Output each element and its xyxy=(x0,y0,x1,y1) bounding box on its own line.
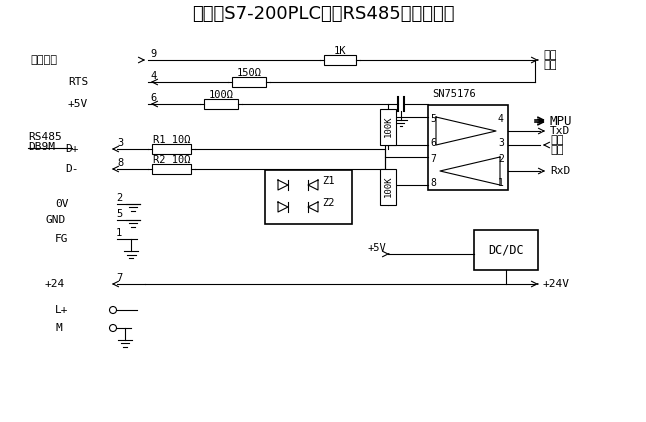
Text: M: M xyxy=(55,323,62,333)
Text: 1: 1 xyxy=(116,228,122,238)
Text: 100K: 100K xyxy=(384,116,393,137)
Text: +24: +24 xyxy=(45,279,65,289)
Text: FG: FG xyxy=(55,234,68,244)
Text: D+: D+ xyxy=(65,144,79,154)
Text: 协议选择: 协议选择 xyxy=(30,55,57,65)
Text: 7: 7 xyxy=(430,154,436,164)
Text: D-: D- xyxy=(65,164,79,174)
Text: R1 10Ω: R1 10Ω xyxy=(152,135,191,145)
Text: SN75176: SN75176 xyxy=(432,89,475,99)
Text: 使能: 使能 xyxy=(550,145,563,155)
Text: 100Ω: 100Ω xyxy=(209,90,233,100)
Text: Z2: Z2 xyxy=(322,198,335,208)
Text: 8: 8 xyxy=(430,178,436,188)
Text: 5: 5 xyxy=(430,114,436,124)
Text: 2: 2 xyxy=(116,193,122,203)
Text: TxD: TxD xyxy=(550,126,570,136)
Text: 0V: 0V xyxy=(55,199,68,209)
Text: RTS: RTS xyxy=(68,77,89,87)
Text: 4: 4 xyxy=(498,114,504,124)
Text: 8: 8 xyxy=(117,158,123,168)
Bar xyxy=(152,144,191,154)
Text: 选择: 选择 xyxy=(543,60,556,70)
Text: DC/DC: DC/DC xyxy=(488,243,524,257)
Text: 2: 2 xyxy=(498,154,504,164)
Bar xyxy=(380,168,396,205)
Text: 5: 5 xyxy=(116,209,122,219)
Text: 7: 7 xyxy=(116,273,122,283)
Text: 3: 3 xyxy=(498,138,504,148)
Bar xyxy=(265,170,352,224)
Bar xyxy=(324,55,356,65)
Text: 4: 4 xyxy=(150,71,156,81)
Bar xyxy=(232,77,266,87)
Text: +24V: +24V xyxy=(543,279,570,289)
Text: 1K: 1K xyxy=(334,46,346,56)
Text: 100K: 100K xyxy=(384,176,393,197)
Bar xyxy=(474,230,538,270)
Text: R2 10Ω: R2 10Ω xyxy=(152,155,191,165)
Text: 150Ω: 150Ω xyxy=(236,68,262,78)
Bar xyxy=(204,99,238,109)
Text: GND: GND xyxy=(45,215,65,225)
Text: +5V: +5V xyxy=(367,243,386,253)
Text: 3: 3 xyxy=(117,138,123,148)
Text: 收发: 收发 xyxy=(550,135,563,145)
Bar xyxy=(152,164,191,174)
Text: +5V: +5V xyxy=(68,99,89,109)
Text: RxD: RxD xyxy=(550,166,570,176)
Text: Z1: Z1 xyxy=(322,176,335,186)
Text: MPU: MPU xyxy=(550,114,572,127)
Text: 西门子S7-200PLC内部RS485接口电路图: 西门子S7-200PLC内部RS485接口电路图 xyxy=(192,5,454,23)
Text: 6: 6 xyxy=(150,93,156,103)
Bar xyxy=(380,108,396,144)
Bar xyxy=(428,105,508,190)
Text: 协议: 协议 xyxy=(543,50,556,60)
Text: RS485: RS485 xyxy=(28,132,62,142)
Text: L+: L+ xyxy=(55,305,68,315)
Text: 6: 6 xyxy=(430,138,436,148)
Text: 1: 1 xyxy=(498,178,504,188)
Text: DB9M: DB9M xyxy=(28,142,55,152)
Text: 9: 9 xyxy=(150,49,156,59)
